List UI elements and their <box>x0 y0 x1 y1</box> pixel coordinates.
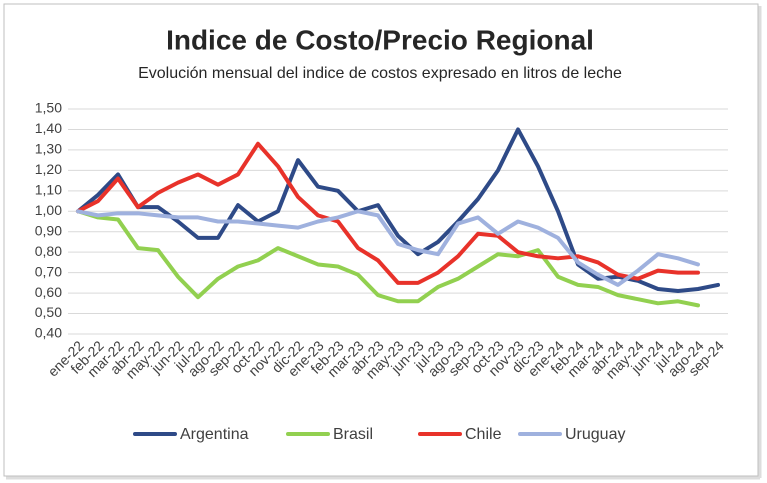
legend-label: Brasil <box>333 426 373 443</box>
legend-label: Chile <box>465 426 502 443</box>
series-line <box>76 141 700 285</box>
y-tick-label: 1,10 <box>35 182 62 198</box>
chart-subtitle: Evolución mensual del indice de costos e… <box>138 65 622 82</box>
chart-title: Indice de Costo/Precio Regional <box>166 24 594 55</box>
legend-label: Uruguay <box>565 426 625 443</box>
y-tick-label: 0,90 <box>35 222 62 238</box>
y-tick-label: 1,20 <box>35 161 62 177</box>
y-tick-label: 0,40 <box>35 325 62 341</box>
y-tick-label: 1,50 <box>35 100 62 116</box>
y-tick-label: 0,60 <box>35 284 62 300</box>
legend-label: Argentina <box>180 426 249 443</box>
y-tick-label: 1,30 <box>35 141 62 157</box>
series-line <box>76 209 700 287</box>
y-tick-label: 1,40 <box>35 120 62 136</box>
y-tick-label: 0,70 <box>35 263 62 279</box>
y-tick-label: 0,80 <box>35 243 62 259</box>
series-line <box>76 127 720 294</box>
y-tick-label: 0,50 <box>35 304 62 320</box>
series-line <box>76 209 700 308</box>
chart-frame <box>3 3 759 477</box>
y-tick-label: 1,00 <box>35 202 62 218</box>
